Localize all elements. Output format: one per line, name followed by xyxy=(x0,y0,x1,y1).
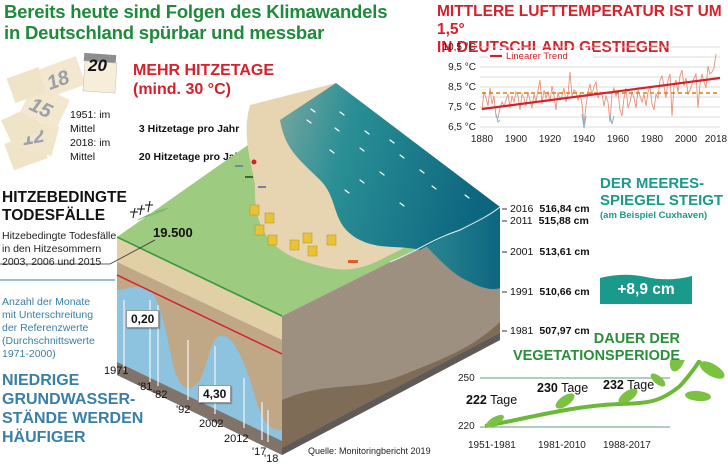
svg-text:2000: 2000 xyxy=(675,134,698,144)
calendar-pages-icon: 12 15 18 xyxy=(1,52,118,171)
heat-days-row: 2018: im Mittel 20 Hitzetage pro Jahr xyxy=(70,137,246,163)
vegetation-y-tick: 250 xyxy=(458,373,475,384)
source-note: Quelle: Monitoringbericht 2019 xyxy=(308,446,431,456)
sea-level-row: 2001 513,61 cm xyxy=(510,246,590,258)
vegetation-value: 230 Tage xyxy=(537,381,589,395)
heat-days-title: MEHR HITZETAGE (mind. 30 °C) xyxy=(133,62,275,98)
legend-label: Linearer Trend xyxy=(506,51,568,62)
svg-text:2018: 2018 xyxy=(705,134,728,144)
deaths-description: Hitzebedingte Todesfälle in den Hitzesom… xyxy=(2,230,117,268)
vegetation-period-label: 1981-2010 xyxy=(538,440,586,451)
vine-stem xyxy=(484,360,702,428)
svg-text:1880: 1880 xyxy=(471,134,494,144)
groundwater-year: 2012 xyxy=(224,433,249,445)
vegetation-title: DAUER DER VEGETATIONSPERIODE xyxy=(512,331,680,364)
y-tick: 6,5 °C xyxy=(448,122,476,133)
groundwater-year: '17 xyxy=(252,446,267,458)
vegetation-period-label: 1988-2017 xyxy=(603,440,651,451)
vegetation-chart xyxy=(480,360,725,428)
groundwater-year: 2002 xyxy=(199,418,224,430)
deaths-title: HITZEBEDINGTE TODESFÄLLE xyxy=(2,189,127,224)
sea-level-row: 2016 516,84 cm xyxy=(510,203,590,215)
deaths-value: 19.500 xyxy=(153,225,193,240)
temperature-chart: 10,5 °C 9,5 °C 8,5 °C 7,5 °C 6,5 °C 1880… xyxy=(443,42,728,144)
groundwater-year: '81 xyxy=(138,381,153,393)
svg-text:1960: 1960 xyxy=(607,134,630,144)
temperature-series xyxy=(481,53,717,125)
groundwater-value-1992: 4,30 xyxy=(198,385,232,403)
sea-level-row: 1981 507,97 cm xyxy=(510,325,590,337)
y-tick: 8,5 °C xyxy=(448,82,476,93)
heat-days-row: 1951: im Mittel 3 Hitzetage pro Jahr xyxy=(70,109,240,135)
sea-level-subtitle: (am Beispiel Cuxhaven) xyxy=(600,210,708,221)
groundwater-reference-line xyxy=(116,274,283,355)
vegetation-value: 222 Tage xyxy=(466,393,518,407)
y-tick: 7,5 °C xyxy=(448,102,476,113)
groundwater-year: '82 xyxy=(153,389,168,401)
groundwater-year: 1971 xyxy=(104,365,129,377)
groundwater-year: '18 xyxy=(264,453,279,465)
page-title: Bereits heute sind Folgen des Klimawande… xyxy=(4,1,388,43)
groundwater-value-1971: 0,20 xyxy=(126,310,160,328)
svg-text:1920: 1920 xyxy=(539,134,562,144)
cross-icons xyxy=(130,200,153,219)
sea-level-title: DER MEERES- SPIEGEL STEIGT xyxy=(600,175,724,209)
y-tick: 9,5 °C xyxy=(448,62,476,73)
trend-line xyxy=(481,76,721,111)
leaf-icons xyxy=(486,360,725,428)
sea-level-row: 2011 515,88 cm xyxy=(510,215,589,227)
sea-level-row: 1991 510,66 cm xyxy=(510,286,590,298)
heat-days-stats: 1951: im Mittel 3 Hitzetage pro Jahr 201… xyxy=(70,108,245,164)
groundwater-year: '92 xyxy=(176,404,191,416)
svg-text:1900: 1900 xyxy=(505,134,528,144)
groundwater-title: NIEDRIGE GRUNDWASSER- STÄNDE WERDEN HÄUF… xyxy=(2,372,144,446)
vegetation-period-label: 1951-1981 xyxy=(468,440,516,451)
y-tick: 10,5 °C xyxy=(443,42,476,53)
groundwater-description: Anzahl der Monate mit Unterschreitung de… xyxy=(2,296,95,360)
calendar-day: 20 xyxy=(88,56,107,75)
svg-text:1940: 1940 xyxy=(573,134,596,144)
vegetation-value: 232 Tage xyxy=(603,378,655,392)
svg-text:1980: 1980 xyxy=(641,134,664,144)
sea-level-change-badge: +8,9 cm xyxy=(600,274,692,304)
vegetation-y-tick: 220 xyxy=(458,421,475,432)
